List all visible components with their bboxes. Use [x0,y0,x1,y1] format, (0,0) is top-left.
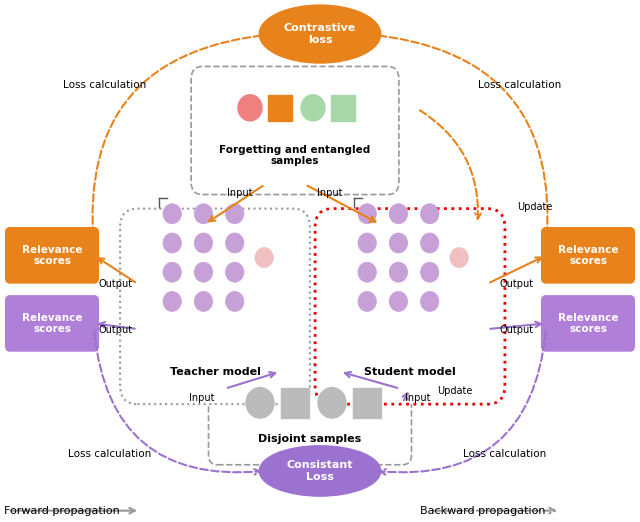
FancyBboxPatch shape [5,227,99,283]
Text: Input: Input [189,393,215,403]
Circle shape [420,262,439,282]
Text: Student model: Student model [364,367,456,377]
Text: Input: Input [405,393,431,403]
Text: Consistant
Loss: Consistant Loss [287,460,353,482]
Circle shape [163,233,181,253]
Bar [331,95,355,121]
Circle shape [358,262,376,282]
Text: Output: Output [500,325,534,335]
Text: Forward propagation: Forward propagation [4,506,120,516]
Circle shape [163,291,181,312]
Text: Output: Output [500,279,534,289]
Bar [268,95,292,121]
Text: Output: Output [99,279,133,289]
Circle shape [420,233,439,253]
Text: Update: Update [438,386,473,397]
FancyBboxPatch shape [120,209,310,404]
Circle shape [358,233,376,253]
Circle shape [420,204,439,224]
Text: Output: Output [99,325,133,335]
Circle shape [195,233,212,253]
Text: Loss calculation: Loss calculation [68,449,152,459]
Ellipse shape [260,446,380,495]
Text: Relevance
scores: Relevance scores [22,313,83,334]
Text: Forgetting and entangled
samples: Forgetting and entangled samples [220,145,371,167]
Circle shape [225,262,244,282]
FancyBboxPatch shape [209,364,412,465]
Text: Contrastive
loss: Contrastive loss [284,23,356,45]
FancyBboxPatch shape [191,66,399,195]
Circle shape [301,95,325,121]
Circle shape [225,233,244,253]
Circle shape [195,291,212,312]
FancyBboxPatch shape [541,295,635,352]
Text: Relevance
scores: Relevance scores [557,244,618,266]
Circle shape [389,204,408,224]
Circle shape [163,204,181,224]
Circle shape [450,247,468,268]
Circle shape [246,388,274,418]
Text: Loss calculation: Loss calculation [478,80,562,90]
Text: Disjoint samples: Disjoint samples [259,434,362,444]
Text: Backward propagation: Backward propagation [420,506,545,516]
Circle shape [389,291,408,312]
Circle shape [389,233,408,253]
Text: Loss calculation: Loss calculation [63,80,147,90]
Text: Input: Input [317,188,342,198]
Text: Relevance
scores: Relevance scores [22,244,83,266]
Circle shape [238,95,262,121]
FancyBboxPatch shape [5,295,99,352]
Circle shape [225,291,244,312]
Bar [281,388,309,418]
Circle shape [420,291,439,312]
Text: Teacher model: Teacher model [170,367,260,377]
Text: Input: Input [227,188,253,198]
FancyBboxPatch shape [315,209,505,404]
Text: Relevance
scores: Relevance scores [557,313,618,334]
FancyBboxPatch shape [541,227,635,283]
Text: Loss calculation: Loss calculation [463,449,547,459]
Circle shape [389,262,408,282]
Circle shape [318,388,346,418]
Circle shape [225,204,244,224]
Circle shape [358,204,376,224]
Circle shape [163,262,181,282]
Bar [353,388,381,418]
Text: Update: Update [518,202,553,212]
Circle shape [195,262,212,282]
Circle shape [358,291,376,312]
Circle shape [255,247,273,268]
Circle shape [195,204,212,224]
Ellipse shape [260,6,380,62]
